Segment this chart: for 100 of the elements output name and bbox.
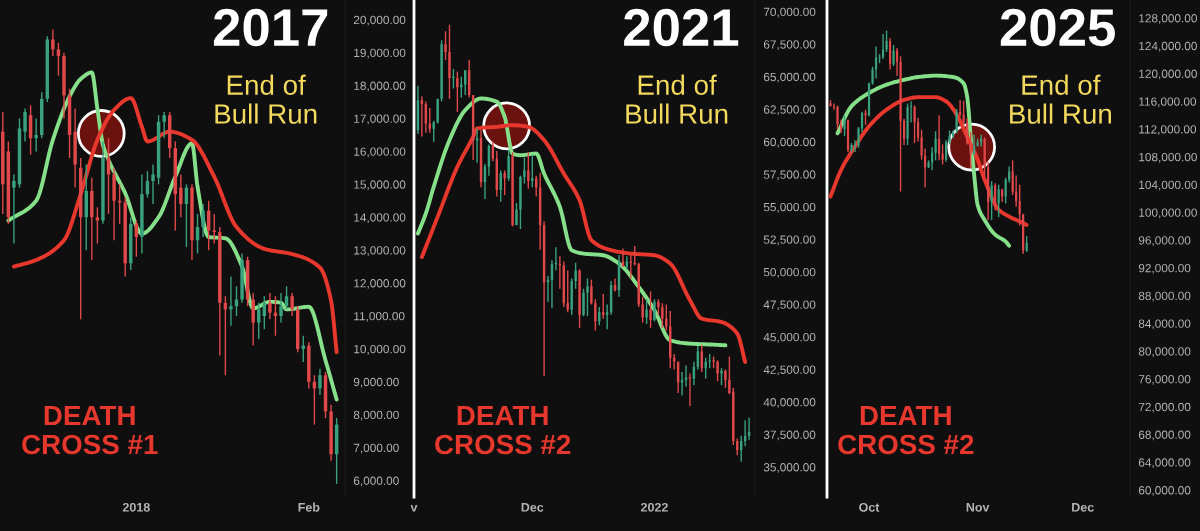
candlestick bbox=[257, 302, 261, 340]
candlestick bbox=[456, 70, 459, 113]
candlestick bbox=[959, 99, 962, 118]
candlestick bbox=[318, 367, 322, 396]
candlestick bbox=[51, 28, 55, 57]
candlestick bbox=[251, 292, 255, 347]
candlestick bbox=[843, 115, 846, 137]
y-tick-label: 124,000.00 bbox=[1139, 41, 1197, 52]
candlestick bbox=[268, 292, 272, 320]
x-tick-label: Dec bbox=[521, 503, 544, 512]
y-tick-label: 55,000.00 bbox=[763, 202, 816, 213]
y-tick-label: 96,000.00 bbox=[1138, 236, 1191, 246]
y-tick-label: 120,000.00 bbox=[1139, 69, 1197, 80]
y-tick-label: 57,500.00 bbox=[763, 170, 816, 181]
candlestick bbox=[684, 364, 688, 388]
y-tick-label: 18,000.00 bbox=[354, 81, 406, 92]
y-tick-label: 10,000.00 bbox=[354, 344, 406, 355]
candlestick bbox=[892, 44, 895, 67]
y-tick-label: 72,000.00 bbox=[1138, 402, 1191, 413]
candlestick bbox=[888, 37, 892, 71]
y-tick-label: 47,500.00 bbox=[763, 300, 816, 311]
annotation: DEATH CROSS #2 bbox=[838, 406, 974, 455]
y-tick-label: 9,000.00 bbox=[353, 377, 399, 388]
candlestick bbox=[574, 262, 577, 290]
chart-title: 2017 bbox=[213, 8, 328, 47]
y-tick-label: 50,000.00 bbox=[763, 267, 816, 278]
candlestick bbox=[448, 24, 451, 100]
candlestick bbox=[881, 33, 885, 60]
y-tick-label: 112,000.00 bbox=[1139, 125, 1197, 135]
y-tick-label: 15,000.00 bbox=[354, 180, 406, 191]
candlestick bbox=[976, 138, 979, 148]
candlestick bbox=[475, 128, 479, 164]
candlestick bbox=[641, 295, 644, 324]
candlestick bbox=[503, 169, 506, 196]
y-tick-label: 52,500.00 bbox=[763, 235, 816, 246]
y-tick-label: 45,000.00 bbox=[763, 333, 816, 343]
candlestick bbox=[1018, 183, 1021, 227]
candlestick bbox=[201, 203, 205, 238]
y-tick-label: 37,500.00 bbox=[763, 430, 816, 441]
candlestick bbox=[444, 30, 447, 61]
y-tick-label: 100,000.00 bbox=[1139, 208, 1197, 219]
candlestick bbox=[688, 372, 692, 407]
candlestick bbox=[969, 131, 972, 169]
y-tick-label: 62,500.00 bbox=[763, 105, 816, 116]
candlestick bbox=[527, 151, 530, 190]
candlestick bbox=[590, 279, 593, 306]
candlestick bbox=[945, 139, 948, 163]
y-tick-label: 7,000.00 bbox=[353, 443, 399, 454]
candlestick bbox=[34, 117, 38, 153]
candlestick bbox=[515, 202, 518, 226]
y-tick-label: 88,000.00 bbox=[1138, 291, 1191, 302]
candlestick bbox=[997, 183, 1000, 218]
y-tick-label: 64,000.00 bbox=[1138, 458, 1191, 469]
chart-title: 2021 bbox=[624, 8, 739, 47]
annotation: DEATH CROSS #2 bbox=[435, 406, 571, 455]
y-tick-label: 35,000.00 bbox=[763, 463, 816, 473]
candlestick bbox=[56, 42, 61, 77]
y-tick-label: 80,000.00 bbox=[1138, 347, 1191, 358]
y-tick-label: 13,000.00 bbox=[354, 246, 406, 256]
y-tick-label: 92,000.00 bbox=[1138, 263, 1191, 274]
candlestick bbox=[994, 182, 997, 212]
y-tick-label: 116,000.00 bbox=[1139, 97, 1197, 108]
candlestick bbox=[708, 353, 711, 369]
candlestick bbox=[460, 76, 463, 99]
candlestick bbox=[440, 39, 443, 103]
y-tick-label: 20,000.00 bbox=[353, 15, 406, 26]
candlestick bbox=[864, 108, 867, 126]
candlestick bbox=[973, 133, 976, 156]
candlestick bbox=[507, 148, 510, 182]
text: End of Bull Run bbox=[1010, 74, 1112, 124]
candlestick bbox=[279, 292, 283, 324]
candlestick bbox=[602, 293, 605, 320]
candlestick bbox=[990, 180, 993, 221]
candlestick bbox=[955, 108, 958, 134]
y-tick-label: 68,000.00 bbox=[1138, 430, 1191, 441]
candlestick bbox=[511, 151, 514, 228]
candlestick bbox=[934, 130, 937, 162]
x-tick-label: Nov bbox=[966, 503, 990, 512]
candlestick bbox=[12, 173, 16, 245]
candlestick bbox=[913, 104, 916, 144]
y-tick-label: 14,000.00 bbox=[354, 213, 406, 224]
candlestick bbox=[716, 359, 719, 382]
x-tick-label: 2022 bbox=[641, 502, 668, 512]
candlestick bbox=[519, 174, 522, 230]
candlestick bbox=[941, 143, 944, 166]
x-tick-label: Oct bbox=[859, 502, 880, 512]
y-tick-label: 19,000.00 bbox=[354, 48, 406, 59]
candlestick bbox=[712, 355, 715, 369]
y-tick-label: 11,000.00 bbox=[354, 312, 405, 322]
candlestick bbox=[966, 117, 969, 146]
candlestick bbox=[829, 99, 832, 107]
chart-title: 2025 bbox=[1000, 8, 1115, 47]
candlestick bbox=[162, 111, 166, 139]
text: End of Bull Run bbox=[215, 74, 317, 124]
candlestick bbox=[586, 277, 589, 317]
candlestick bbox=[657, 298, 660, 316]
candlestick bbox=[598, 306, 601, 326]
candlestick bbox=[95, 206, 100, 245]
candlestick bbox=[452, 68, 455, 90]
candlestick bbox=[605, 303, 609, 330]
